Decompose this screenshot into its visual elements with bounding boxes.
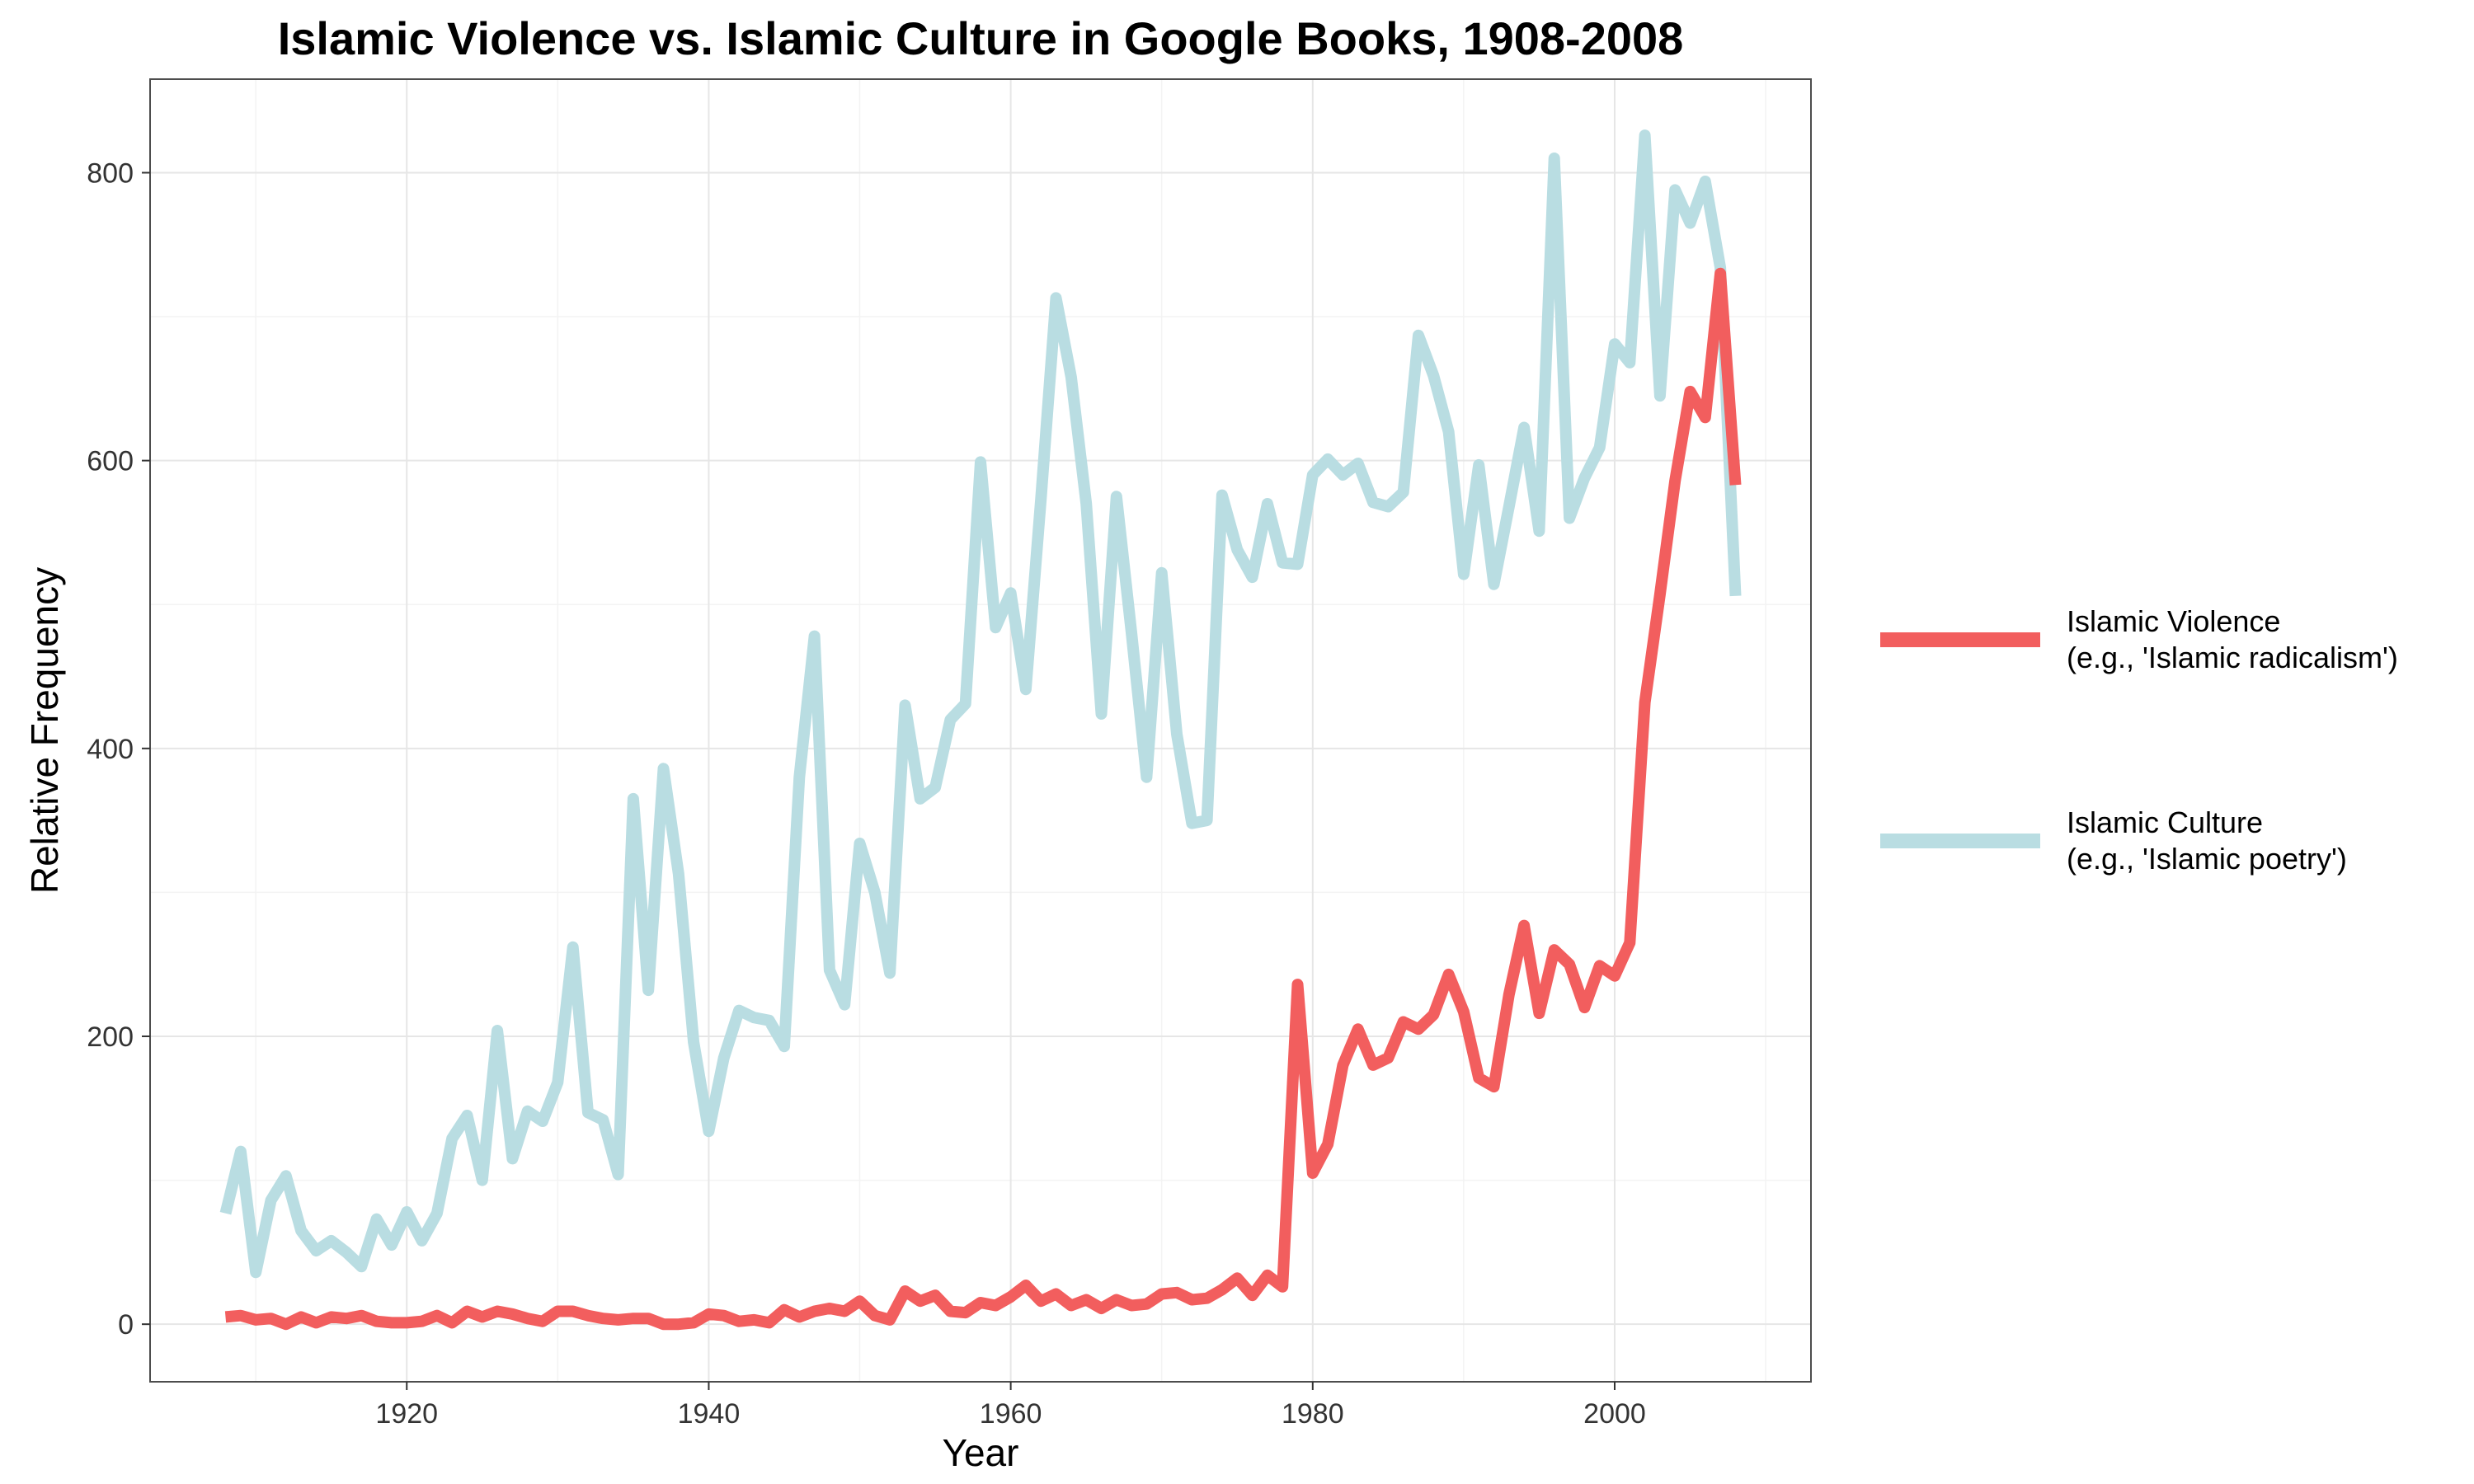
series-line-islamic-violence xyxy=(224,267,1742,1331)
legend-label: Islamic Culture (e.g., 'Islamic poetry') xyxy=(2067,805,2347,876)
x-axis-title: Year xyxy=(943,1431,1019,1474)
series-line-islamic-culture xyxy=(219,129,1742,1279)
x-tick-label: 1980 xyxy=(1282,1398,1344,1430)
x-tick-label: 2000 xyxy=(1583,1398,1646,1430)
y-tick-label: 0 xyxy=(118,1309,134,1341)
x-tick-label: 1940 xyxy=(678,1398,741,1430)
axis-ticks: 1920 1940 1960 1980 2000 0 200 400 600 800 xyxy=(87,157,1646,1430)
y-tick-label: 400 xyxy=(87,734,134,765)
legend-label: Islamic Violence (e.g., 'Islamic radicali… xyxy=(2067,604,2398,674)
y-tick-label: 600 xyxy=(87,446,134,477)
series-lines xyxy=(219,129,1742,1331)
x-tick-label: 1960 xyxy=(980,1398,1042,1430)
x-tick-label: 1920 xyxy=(375,1398,438,1430)
y-tick-label: 200 xyxy=(87,1021,134,1053)
chart-title: Islamic Violence vs. Islamic Culture in … xyxy=(278,12,1684,64)
y-tick-label: 800 xyxy=(87,157,134,189)
y-axis-title: Relative Frequency xyxy=(23,567,66,894)
legend: Islamic Violence (e.g., 'Islamic radicali… xyxy=(1880,604,2398,876)
plot-panel xyxy=(149,78,1812,1383)
